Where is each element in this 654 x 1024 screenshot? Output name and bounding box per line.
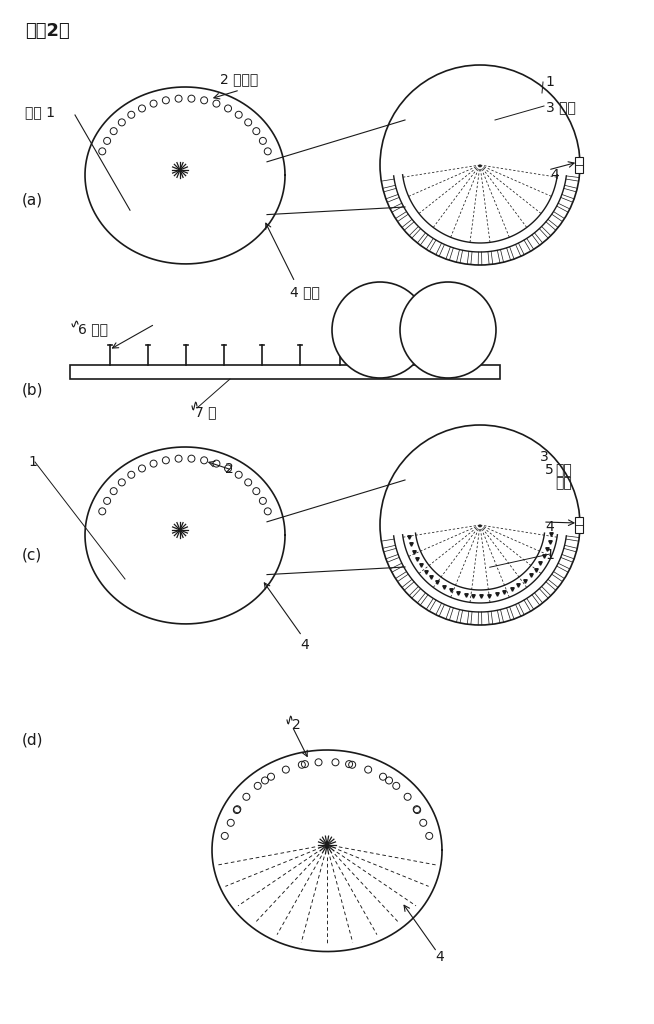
Text: 2 ミカン: 2 ミカン [220,72,258,86]
Text: (c): (c) [22,548,43,562]
Bar [70,365,500,379]
Circle shape [332,282,428,378]
Text: 外皮 1: 外皮 1 [25,105,55,119]
Bar [575,517,583,534]
Text: (b): (b) [22,383,44,397]
Text: 7 板: 7 板 [195,406,216,419]
Text: 4: 4 [550,168,559,182]
Text: 果汁: 果汁 [555,476,572,490]
Text: 1: 1 [28,455,37,469]
Circle shape [380,425,580,625]
Circle shape [400,282,496,378]
Text: 5: 5 [545,463,554,477]
Text: 1: 1 [545,548,554,562]
Text: 4: 4 [545,520,554,534]
Text: 1: 1 [545,75,554,89]
Text: 4: 4 [435,950,444,964]
Text: 6 ピン: 6 ピン [78,322,108,336]
Text: 2: 2 [292,718,301,732]
Text: 2: 2 [225,462,233,476]
Circle shape [380,65,580,265]
Text: 3: 3 [540,450,549,464]
Text: 4: 4 [300,638,309,652]
Text: 冷凍: 冷凍 [555,463,572,477]
Text: 4 小孔: 4 小孔 [290,285,320,299]
Text: 『図2』: 『図2』 [25,22,70,40]
Bar [575,157,583,173]
Text: (d): (d) [22,732,44,748]
Text: (a): (a) [22,193,43,208]
Text: 3 内皮: 3 内皮 [546,100,576,114]
